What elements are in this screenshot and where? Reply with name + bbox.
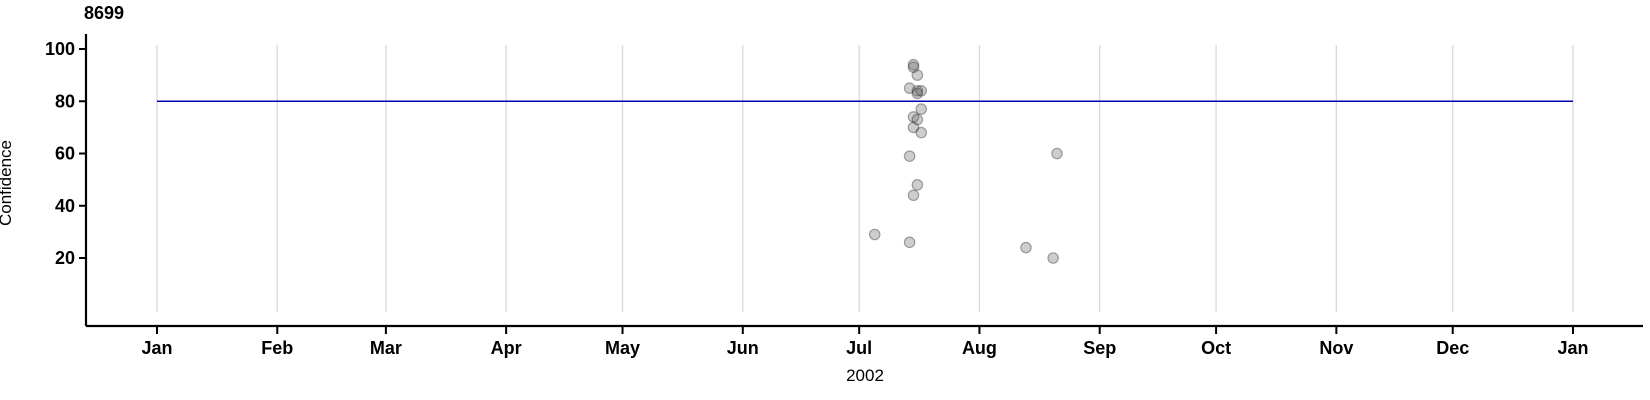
data-point [1051,147,1063,160]
y-tick-label: 100 [45,39,75,59]
data-point [903,236,916,249]
data-point [903,82,916,94]
data-point [907,111,920,123]
x-tick-label: Nov [1319,338,1353,358]
x-tick-label: Aug [962,338,997,358]
data-point [907,58,920,71]
y-tick-label: 40 [55,196,75,216]
x-tick-label: Mar [370,338,402,358]
y-tick-label: 80 [55,91,75,111]
data-point [915,103,928,115]
x-tick-label: Jul [846,338,872,358]
y-tick-label: 20 [55,248,75,268]
x-tick-label: Apr [491,338,522,358]
data-point [911,87,924,100]
plot-title: 8699 [84,3,125,23]
x-tick-label: Feb [261,338,293,358]
data-point [915,85,928,97]
data-point [903,150,916,162]
data-point [868,228,881,241]
x-axis-title: 2002 [846,366,884,385]
data-point [911,113,924,126]
x-tick-label: May [605,338,640,358]
x-tick-label: Dec [1436,338,1469,358]
data-point [911,85,924,97]
data-point [907,121,920,134]
data-point [915,126,928,139]
x-tick-label: Oct [1201,338,1231,358]
x-tick-label: Jan [1557,338,1588,358]
data-point [1020,241,1032,254]
data-point [1047,252,1059,264]
data-point [907,189,920,202]
y-tick-label: 60 [55,144,75,164]
data-point [907,61,920,74]
x-tick-label: Jan [141,338,172,358]
data-point [911,69,924,81]
data-point [911,179,924,191]
x-tick-label: Jun [727,338,759,358]
x-tick-label: Sep [1083,338,1116,358]
